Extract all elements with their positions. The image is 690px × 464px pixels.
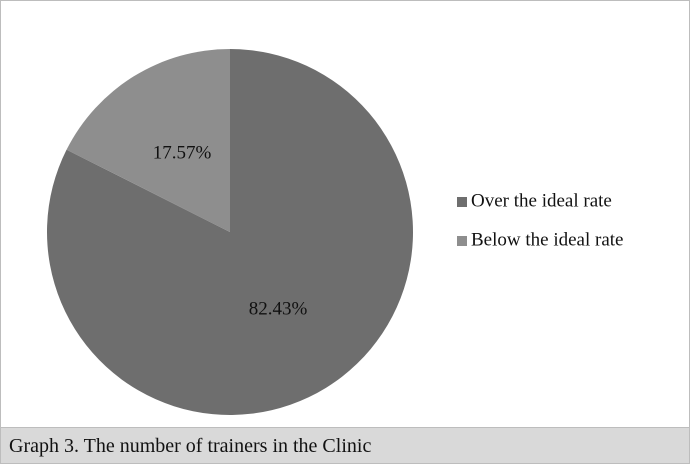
legend-label: Over the ideal rate <box>471 190 612 211</box>
data-label: 17.57% <box>153 142 212 163</box>
legend-swatch <box>457 236 467 246</box>
pie-slice <box>66 48 231 233</box>
data-label: 82.43% <box>249 298 308 319</box>
caption: Graph 3. The number of trainers in the C… <box>1 427 689 463</box>
legend-label: Below the ideal rate <box>471 229 623 250</box>
chart: 82.43% 17.57% Over the ideal rate Below the… <box>47 48 623 415</box>
legend-swatch <box>457 197 467 207</box>
pie-slice <box>47 49 414 415</box>
